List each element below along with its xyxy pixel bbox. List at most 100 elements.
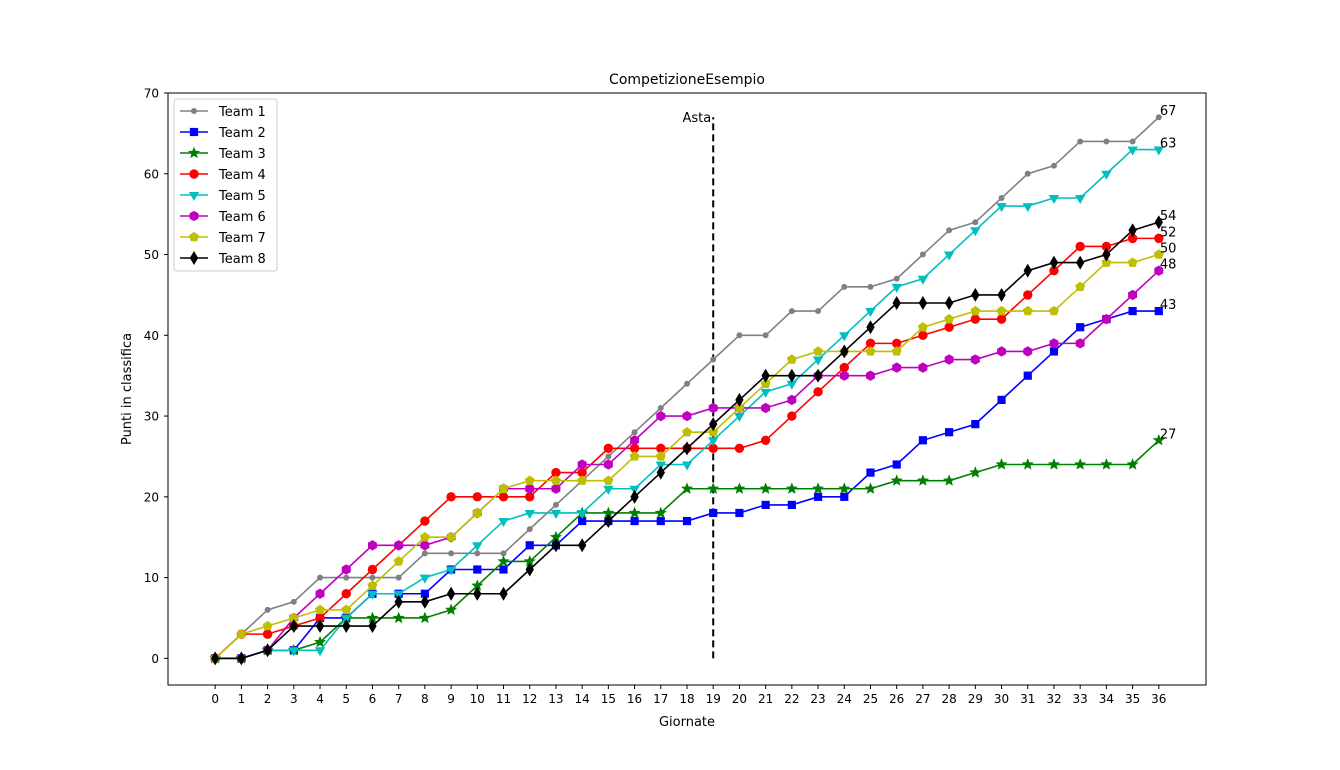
- data-point: [708, 426, 719, 437]
- data-point: [840, 492, 849, 501]
- data-point: [733, 482, 746, 494]
- legend-item: Team 6: [180, 210, 266, 225]
- data-point: [315, 588, 325, 599]
- data-point: [891, 283, 902, 293]
- x-axis: 0 1 2 3 4 5 6 7 8 9 10 11 12 13 14 15 16 17 18 19 20 21 22 23 24…: [211, 685, 1166, 706]
- x-tick-label: 10: [470, 692, 485, 706]
- legend-label: Team 8: [218, 252, 266, 267]
- data-point: [577, 538, 587, 553]
- data-point: [1077, 138, 1084, 145]
- legend-marker: [189, 210, 199, 222]
- series-line: [215, 148, 1159, 660]
- series-line: [214, 253, 1160, 659]
- data-point: [682, 441, 692, 456]
- end-value-label: 48: [1160, 258, 1177, 273]
- data-point: [682, 426, 692, 437]
- data-point: [656, 516, 665, 526]
- data-point: [420, 594, 430, 609]
- legend-marker: [188, 192, 200, 202]
- data-point: [445, 603, 458, 616]
- data-point: [604, 514, 613, 529]
- data-point: [497, 555, 510, 567]
- x-tick-label: 36: [1151, 692, 1166, 706]
- y-tick-label: 10: [144, 571, 159, 585]
- legend-label: Team 5: [218, 189, 266, 204]
- data-point: [473, 586, 482, 601]
- legend-marker: [189, 251, 199, 265]
- data-point: [734, 402, 745, 413]
- data-point: [1128, 289, 1138, 301]
- data-point: [630, 435, 640, 446]
- x-tick-label: 19: [706, 692, 721, 706]
- data-point: [682, 516, 692, 526]
- data-point: [892, 296, 901, 310]
- data-point: [866, 370, 875, 381]
- data-point: [998, 194, 1005, 201]
- series-line: [214, 116, 1160, 659]
- data-point: [498, 518, 509, 528]
- y-tick-label: 60: [144, 167, 159, 181]
- data-point: [813, 387, 823, 397]
- x-tick-label: 4: [316, 692, 324, 706]
- data-point: [943, 251, 955, 261]
- data-point: [1074, 458, 1087, 470]
- data-point: [446, 492, 456, 502]
- legend-box: [173, 98, 278, 272]
- x-tick-label: 25: [863, 692, 878, 706]
- data-point: [919, 251, 926, 258]
- data-point: [867, 283, 874, 290]
- data-point: [944, 313, 955, 324]
- data-point: [788, 308, 795, 315]
- data-point: [263, 643, 272, 658]
- data-point: [525, 562, 534, 577]
- data-point: [838, 482, 851, 494]
- series-line: [215, 221, 1160, 660]
- data-point: [918, 296, 928, 310]
- data-point: [865, 346, 876, 356]
- x-tick-label: 6: [369, 692, 377, 706]
- data-point: [996, 203, 1007, 213]
- data-point: [499, 565, 508, 574]
- legend-item: Team 2: [180, 126, 266, 141]
- data-point: [892, 460, 901, 469]
- x-tick-label: 5: [342, 692, 350, 706]
- data-point: [472, 492, 483, 502]
- data-point: [1154, 306, 1163, 316]
- data-point: [317, 574, 324, 581]
- x-tick-label: 9: [447, 692, 455, 706]
- data-point: [446, 586, 456, 601]
- data-point: [1049, 255, 1059, 270]
- data-point: [656, 465, 665, 480]
- data-point: [1152, 433, 1165, 446]
- data-point: [1127, 257, 1138, 267]
- data-point: [472, 542, 483, 552]
- x-tick-label: 32: [1046, 692, 1061, 706]
- data-point: [944, 296, 954, 310]
- data-point: [603, 459, 613, 470]
- data-point: [631, 429, 638, 436]
- data-point: [787, 411, 797, 421]
- x-tick-label: 2: [264, 692, 272, 706]
- data-point: [394, 594, 403, 609]
- data-point: [1075, 241, 1085, 252]
- series-team-5: [209, 146, 1165, 665]
- data-point: [917, 275, 929, 285]
- data-point: [524, 509, 535, 519]
- data-point: [997, 287, 1006, 302]
- data-point: [550, 509, 562, 519]
- data-point: [1023, 263, 1032, 278]
- legend-item: Team 7: [180, 231, 266, 246]
- data-point: [1075, 338, 1085, 349]
- x-axis-label: Giornate: [659, 715, 715, 730]
- data-point: [865, 308, 876, 318]
- data-point: [813, 346, 824, 356]
- data-point: [343, 574, 350, 581]
- data-point: [785, 482, 798, 494]
- data-point: [813, 368, 823, 383]
- data-point: [1100, 458, 1113, 470]
- y-tick-label: 40: [144, 329, 159, 343]
- data-point: [1153, 146, 1165, 156]
- data-point: [314, 647, 326, 657]
- x-tick-label: 20: [732, 692, 747, 706]
- data-point: [367, 580, 378, 590]
